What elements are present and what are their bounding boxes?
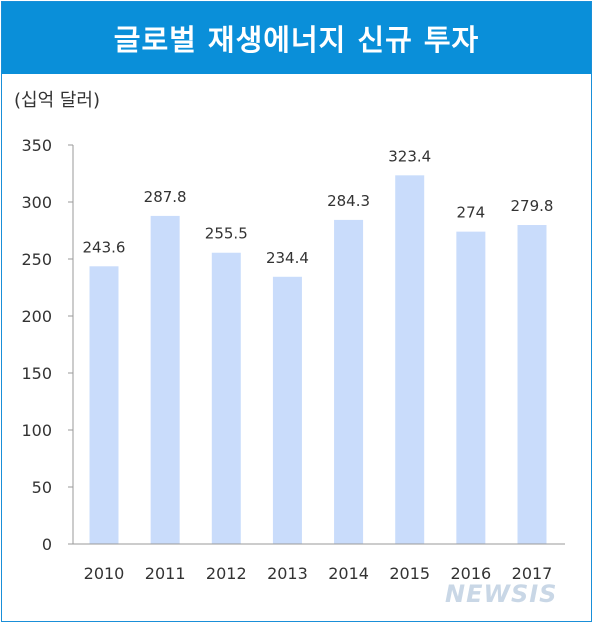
- x-tick-label-2012: 2012: [206, 564, 247, 583]
- y-tick-label: 350: [21, 136, 52, 155]
- bar-2011: [150, 215, 180, 544]
- watermark-logo: NEWSIS: [445, 580, 558, 608]
- x-tick-label-2013: 2013: [267, 564, 308, 583]
- value-label-2016: 274: [457, 204, 486, 222]
- y-tick-label: 300: [21, 193, 52, 212]
- bar-2017: [517, 225, 547, 544]
- x-tick-label-2016: 2016: [450, 564, 491, 583]
- x-tick-label-2010: 2010: [84, 564, 125, 583]
- x-tick-label-2017: 2017: [512, 564, 553, 583]
- chart-title: 글로벌 재생에너지 신규 투자: [113, 23, 480, 57]
- y-tick-label: 100: [21, 421, 52, 440]
- value-label-2011: 287.8: [144, 188, 187, 206]
- value-label-2017: 279.8: [511, 197, 554, 215]
- bar-2015: [395, 175, 425, 544]
- bar-2013: [272, 276, 302, 544]
- y-tick-label: 150: [21, 364, 52, 383]
- x-tick-label-2015: 2015: [389, 564, 430, 583]
- unit-label: (십억 달러): [14, 90, 101, 111]
- y-tick-label: 250: [21, 250, 52, 269]
- value-label-2015: 323.4: [388, 147, 431, 165]
- value-label-2014: 284.3: [327, 192, 370, 210]
- x-tick-label-2011: 2011: [145, 564, 186, 583]
- y-tick-label: 0: [42, 535, 52, 554]
- bar-2016: [456, 231, 486, 544]
- bar-2012: [211, 252, 241, 545]
- value-label-2012: 255.5: [205, 225, 248, 243]
- bar-2014: [334, 219, 364, 544]
- value-label-2010: 243.6: [83, 238, 126, 256]
- value-label-2013: 234.4: [266, 249, 309, 267]
- title-bar: 글로벌 재생에너지 신규 투자: [2, 2, 591, 74]
- y-tick-label: 50: [32, 478, 52, 497]
- x-tick-label-2014: 2014: [328, 564, 369, 583]
- y-tick-label: 200: [21, 307, 52, 326]
- bar-2010: [89, 266, 119, 544]
